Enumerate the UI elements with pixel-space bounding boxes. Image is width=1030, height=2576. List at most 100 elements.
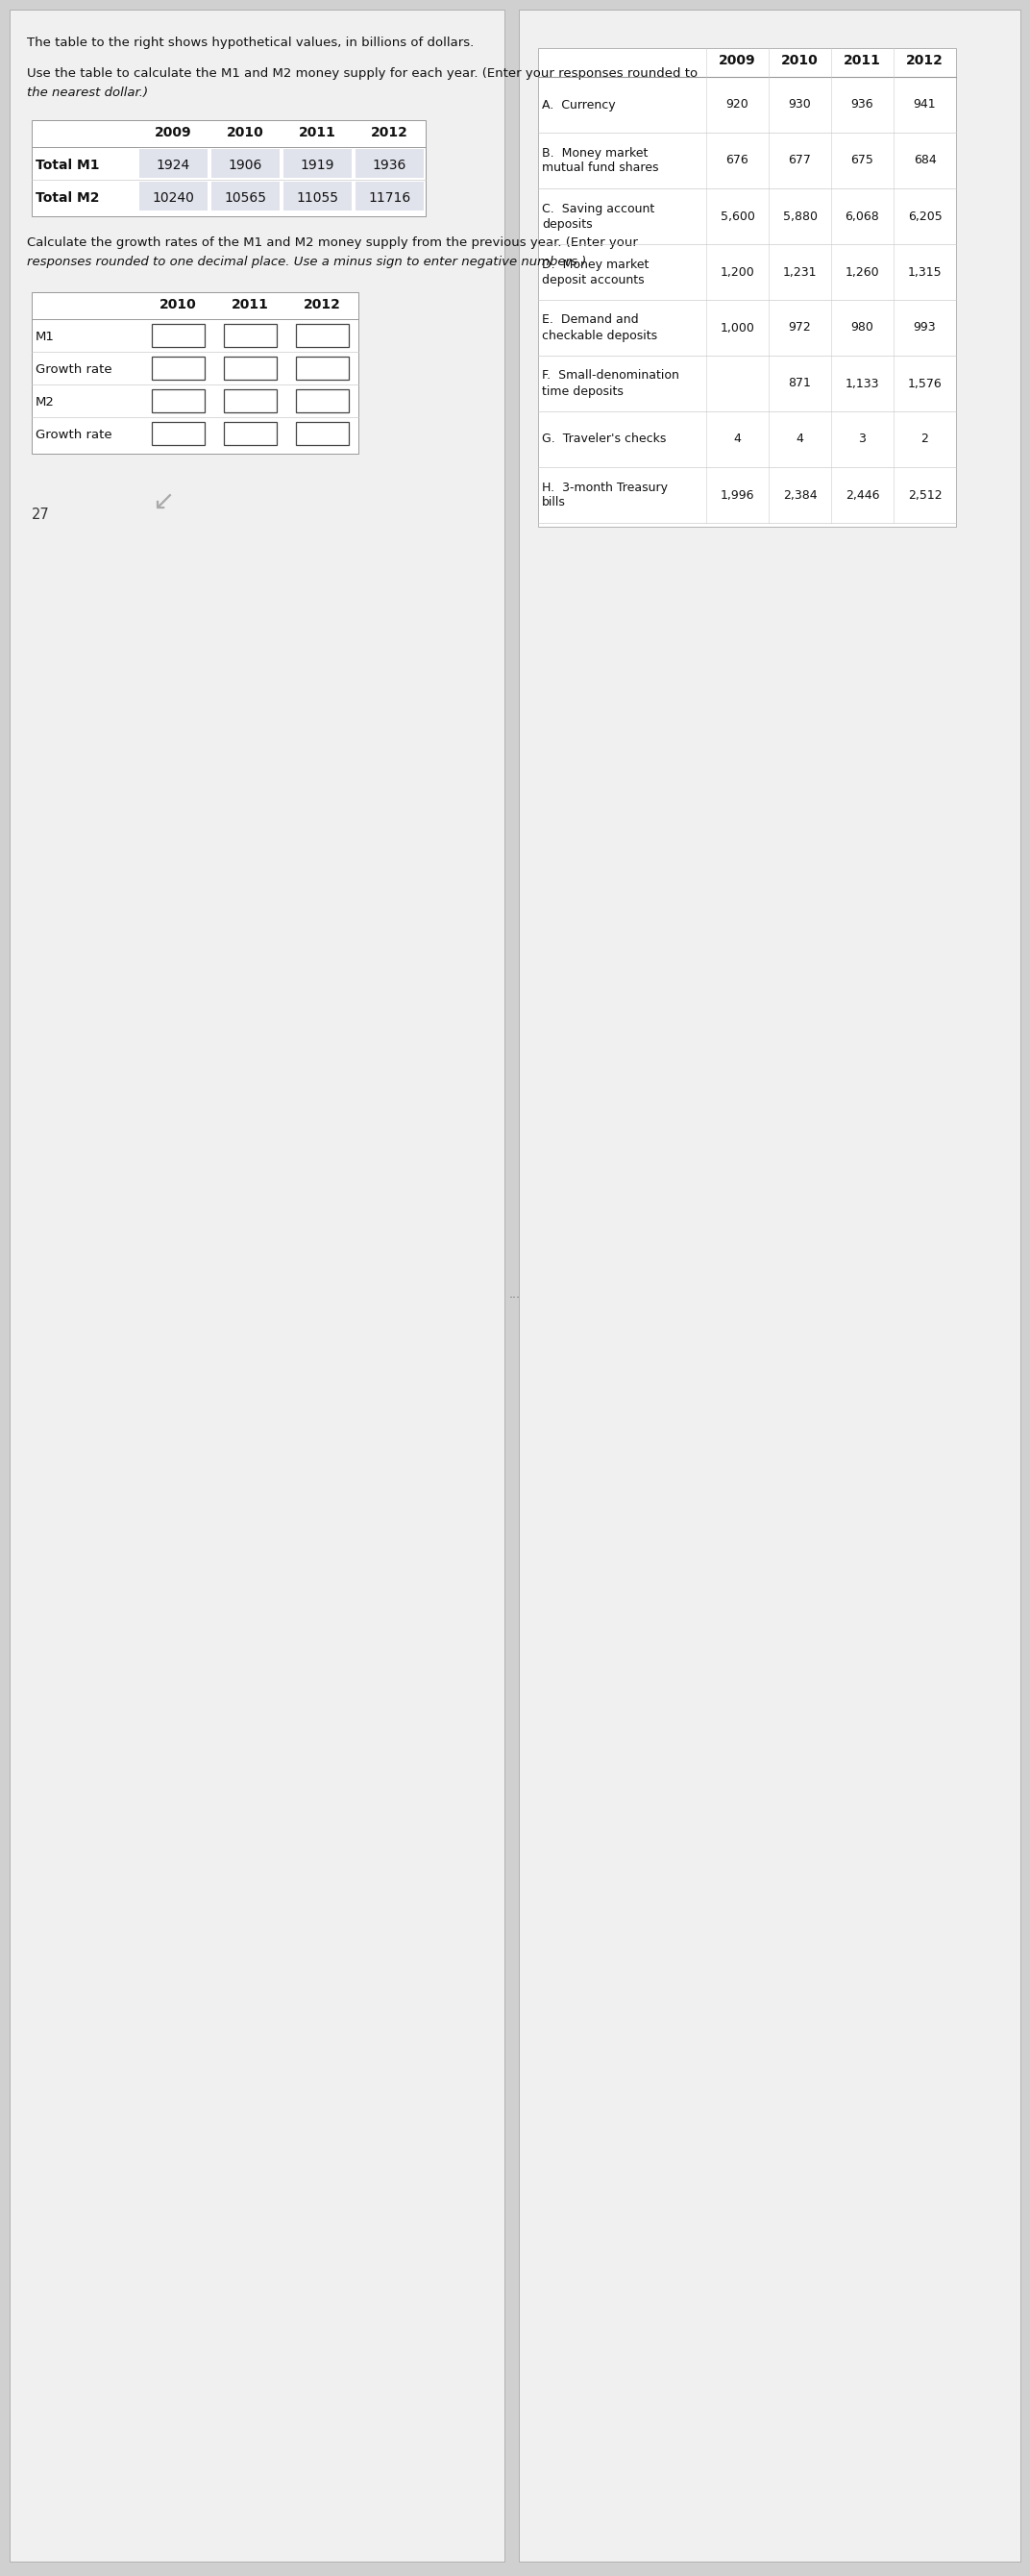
Text: 993: 993: [914, 322, 936, 335]
Bar: [296, 325, 349, 348]
Text: 1,231: 1,231: [783, 265, 817, 278]
Text: 6,068: 6,068: [846, 211, 880, 222]
Text: 677: 677: [788, 155, 812, 167]
Text: 676: 676: [726, 155, 749, 167]
Bar: [211, 183, 279, 211]
Text: 6,205: 6,205: [907, 211, 942, 222]
Bar: [296, 422, 349, 446]
Text: 2012: 2012: [906, 54, 943, 67]
Text: ↙: ↙: [151, 489, 174, 515]
Text: Calculate the growth rates of the M1 and M2 money supply from the previous year.: Calculate the growth rates of the M1 and…: [27, 237, 638, 250]
Text: F.  Small-denomination: F. Small-denomination: [542, 368, 679, 381]
Text: C.  Saving account: C. Saving account: [542, 204, 654, 214]
Bar: [296, 355, 349, 379]
Bar: [538, 49, 956, 526]
Text: 2,384: 2,384: [783, 489, 817, 502]
Text: checkable deposits: checkable deposits: [542, 330, 657, 343]
Text: 2,446: 2,446: [846, 489, 880, 502]
Text: 930: 930: [789, 98, 812, 111]
Bar: [211, 149, 279, 178]
Text: deposit accounts: deposit accounts: [542, 273, 645, 286]
Bar: [283, 149, 351, 178]
Text: 2012: 2012: [371, 126, 408, 139]
Text: The table to the right shows hypothetical values, in billions of dollars.: The table to the right shows hypothetica…: [27, 36, 474, 49]
Text: 2009: 2009: [719, 54, 756, 67]
Text: the nearest dollar.): the nearest dollar.): [27, 88, 148, 98]
Bar: [224, 422, 277, 446]
Text: M1: M1: [36, 332, 55, 343]
Bar: [139, 183, 207, 211]
Bar: [224, 355, 277, 379]
Text: H.  3-month Treasury: H. 3-month Treasury: [542, 482, 667, 495]
Text: time deposits: time deposits: [542, 384, 623, 397]
Text: 2,512: 2,512: [907, 489, 941, 502]
Bar: [32, 291, 358, 453]
Text: E.  Demand and: E. Demand and: [542, 314, 639, 327]
Text: 920: 920: [726, 98, 749, 111]
Text: 871: 871: [788, 376, 812, 389]
Text: 936: 936: [851, 98, 873, 111]
Text: Total M2: Total M2: [36, 191, 100, 204]
Bar: [519, 10, 1021, 2561]
Text: 2011: 2011: [844, 54, 881, 67]
Bar: [355, 149, 423, 178]
Bar: [296, 389, 349, 412]
Bar: [355, 183, 423, 211]
Text: 1,996: 1,996: [720, 489, 755, 502]
Text: ...: ...: [509, 1288, 521, 1301]
Text: 2010: 2010: [227, 126, 264, 139]
Text: Total M1: Total M1: [36, 160, 100, 173]
Text: 5,880: 5,880: [783, 211, 817, 222]
Text: Growth rate: Growth rate: [36, 363, 112, 376]
Text: 2010: 2010: [160, 299, 197, 312]
Text: mutual fund shares: mutual fund shares: [542, 162, 658, 175]
Text: 10565: 10565: [225, 191, 267, 204]
Text: 941: 941: [914, 98, 936, 111]
Text: B.  Money market: B. Money market: [542, 147, 648, 160]
Text: 10240: 10240: [152, 191, 195, 204]
Text: A.  Currency: A. Currency: [542, 98, 616, 111]
Text: 1919: 1919: [301, 160, 335, 173]
Text: D.  Money market: D. Money market: [542, 258, 649, 270]
Text: 972: 972: [789, 322, 812, 335]
Text: M2: M2: [36, 397, 55, 410]
Bar: [151, 389, 205, 412]
Bar: [9, 10, 505, 2561]
Text: 1,200: 1,200: [720, 265, 755, 278]
Text: 1924: 1924: [157, 160, 191, 173]
Text: bills: bills: [542, 497, 565, 510]
Text: 1936: 1936: [373, 160, 407, 173]
Bar: [151, 422, 205, 446]
Text: 1,000: 1,000: [720, 322, 755, 335]
Bar: [224, 325, 277, 348]
Text: deposits: deposits: [542, 219, 592, 229]
Text: Use the table to calculate the M1 and M2 money supply for each year. (Enter your: Use the table to calculate the M1 and M2…: [27, 67, 697, 80]
Text: 1,260: 1,260: [846, 265, 880, 278]
Text: 1,315: 1,315: [907, 265, 941, 278]
Bar: [151, 355, 205, 379]
Text: 675: 675: [851, 155, 873, 167]
Text: 5,600: 5,600: [720, 211, 755, 222]
Text: 684: 684: [914, 155, 936, 167]
Text: 2009: 2009: [154, 126, 192, 139]
Text: 11716: 11716: [369, 191, 411, 204]
Bar: [283, 183, 351, 211]
Bar: [32, 121, 425, 216]
Text: 3: 3: [859, 433, 866, 446]
Text: 980: 980: [851, 322, 873, 335]
Text: 1,133: 1,133: [846, 376, 880, 389]
Text: 2011: 2011: [232, 299, 269, 312]
Bar: [224, 389, 277, 412]
Bar: [151, 325, 205, 348]
Text: 2: 2: [921, 433, 929, 446]
Text: 1,576: 1,576: [907, 376, 942, 389]
Text: responses rounded to one decimal place. Use a minus sign to enter negative numbe: responses rounded to one decimal place. …: [27, 255, 586, 268]
Text: G.  Traveler's checks: G. Traveler's checks: [542, 433, 666, 446]
Text: 27: 27: [32, 507, 49, 523]
Text: 4: 4: [733, 433, 742, 446]
Text: 4: 4: [796, 433, 803, 446]
Text: 2010: 2010: [782, 54, 819, 67]
Text: 1906: 1906: [229, 160, 263, 173]
Text: 2012: 2012: [304, 299, 341, 312]
Text: 2011: 2011: [299, 126, 336, 139]
